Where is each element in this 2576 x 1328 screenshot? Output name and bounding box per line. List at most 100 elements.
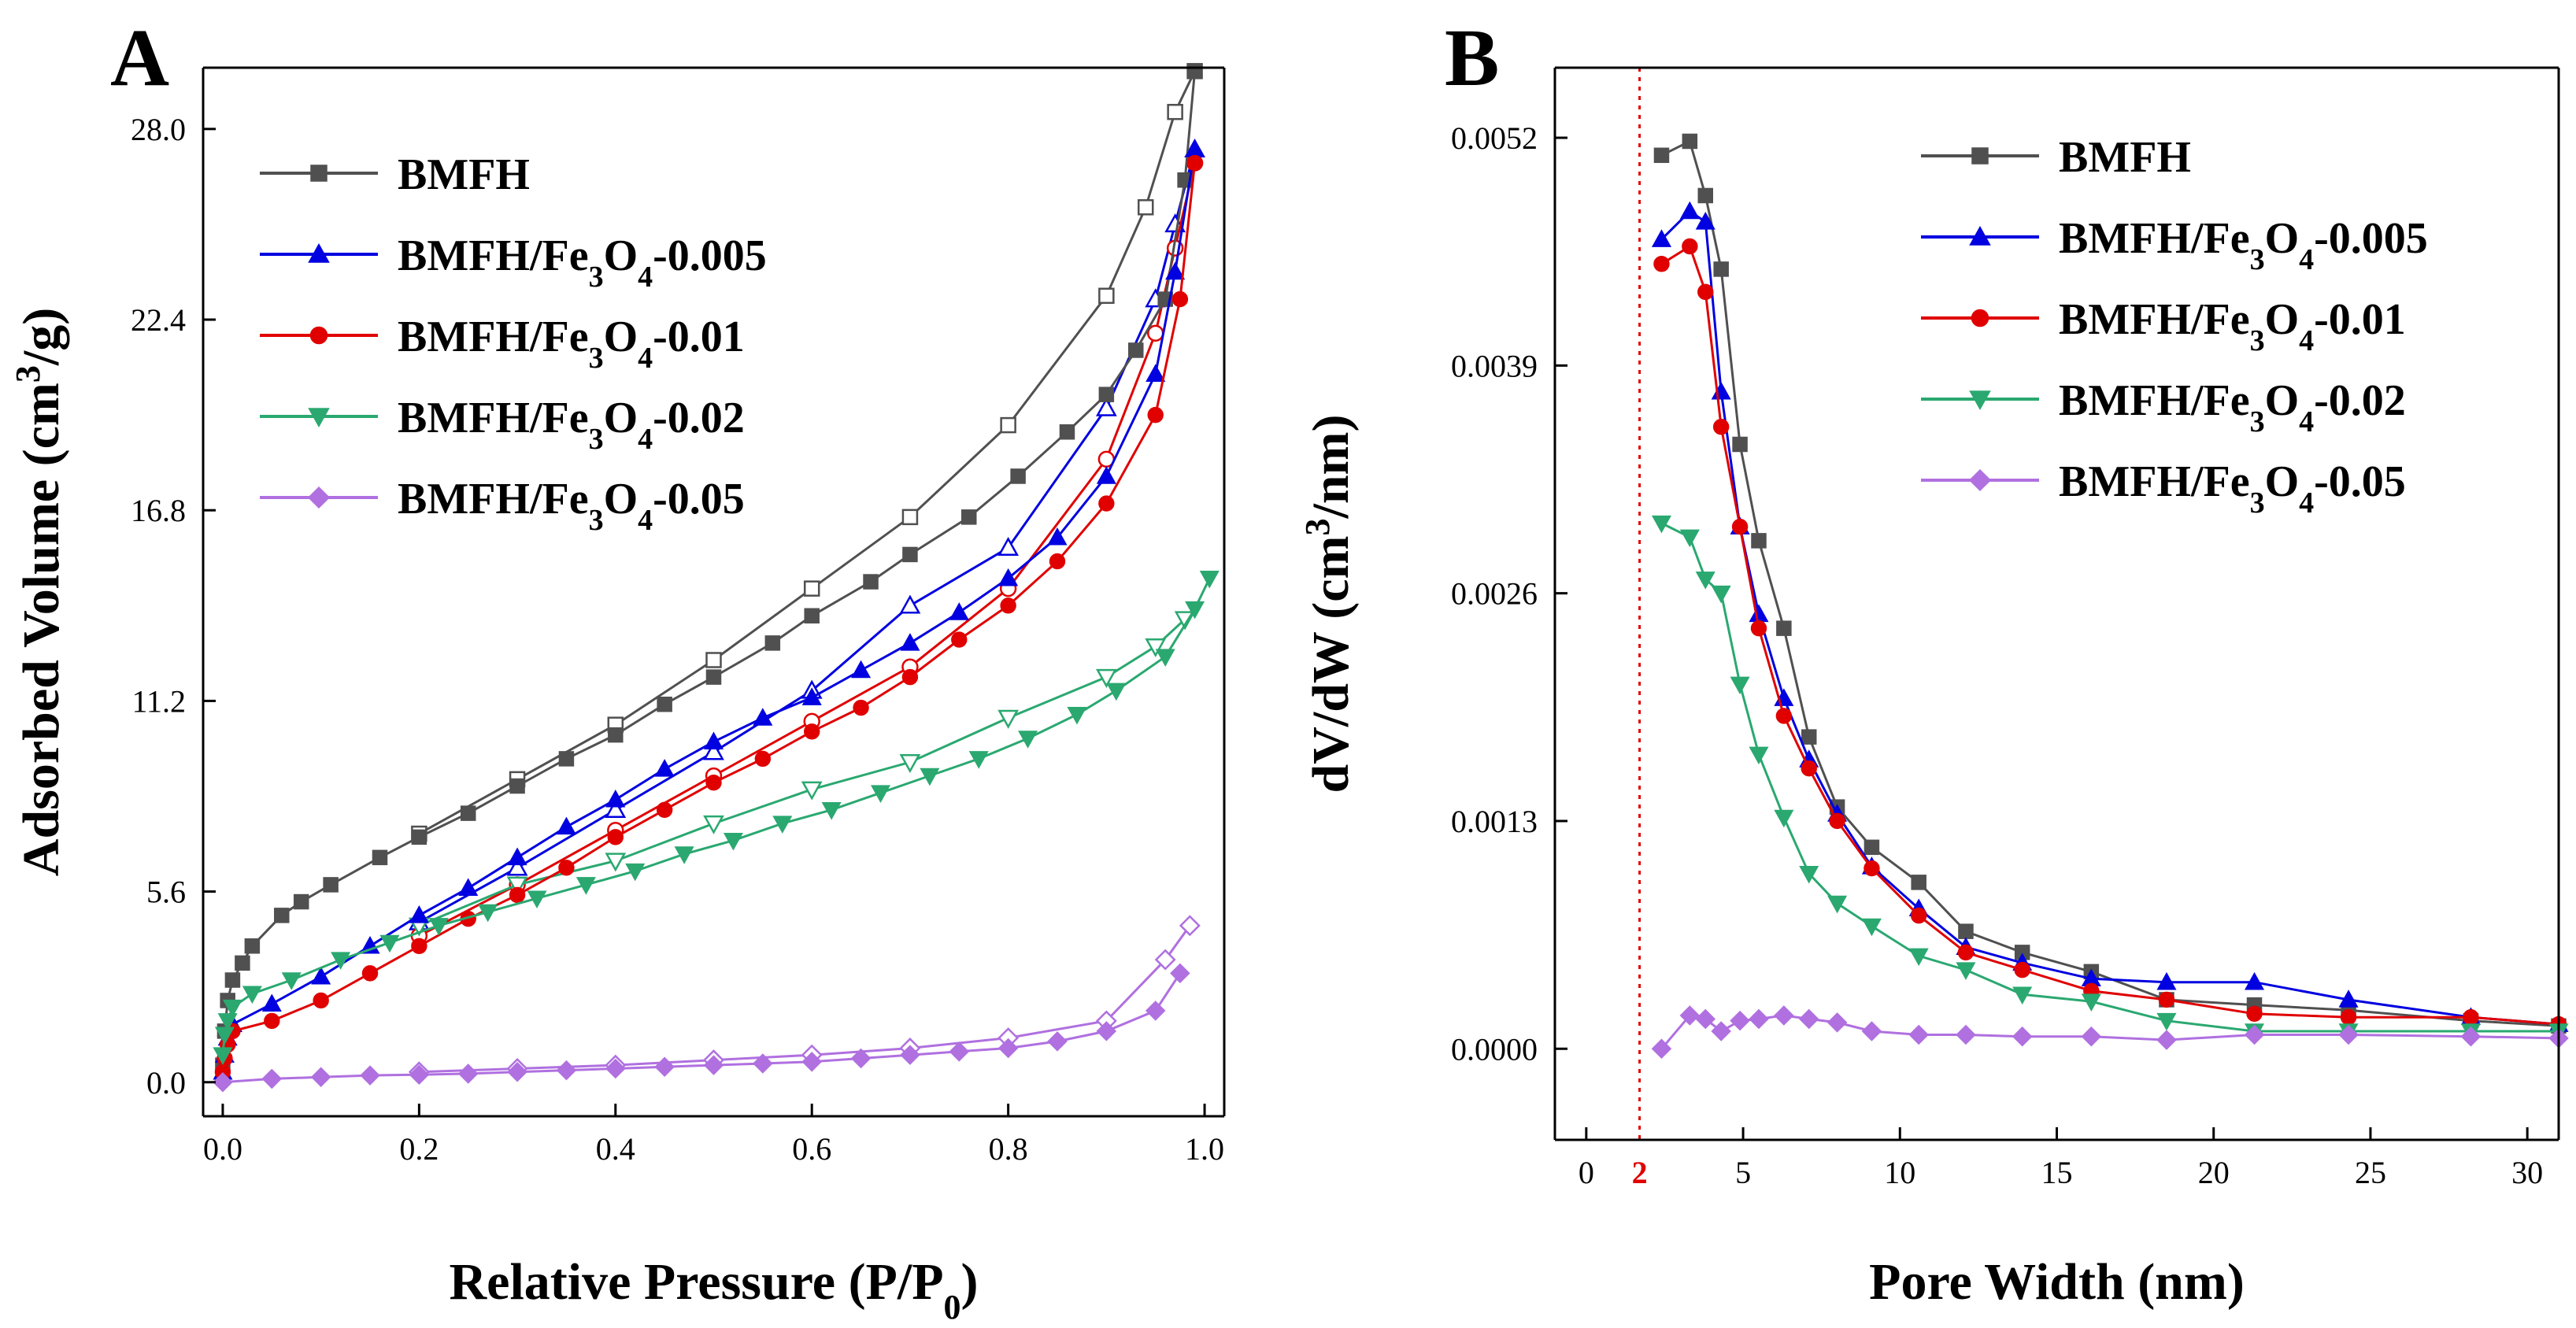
adsorption-point — [1165, 261, 1186, 280]
series-point — [1751, 533, 1767, 549]
adsorption-point — [411, 829, 427, 845]
adsorption-point — [804, 723, 820, 740]
series-point — [2463, 1009, 2479, 1026]
adsorption-point — [723, 832, 743, 851]
adsorption-point — [654, 759, 675, 777]
series-point — [2158, 991, 2175, 1008]
legend-label: BMFH/Fe3O4-0.02 — [398, 394, 745, 456]
series-point — [1712, 419, 1730, 435]
series-point — [1682, 133, 1698, 150]
legend-marker-circle — [309, 326, 328, 345]
series-point — [1908, 1024, 1929, 1045]
legend-marker-triangle-down — [308, 408, 330, 428]
adsorption-point — [458, 878, 479, 896]
desorption-point — [1145, 638, 1167, 658]
x-tick-label: 15 — [2041, 1155, 2073, 1190]
adsorption-point — [274, 908, 290, 923]
series-point — [1679, 201, 1700, 220]
adsorption-point — [754, 750, 772, 768]
legend-item-bmfh: BMFH — [260, 150, 530, 199]
adsorption-point — [863, 574, 879, 590]
x-tick-label: 0 — [1579, 1155, 1594, 1190]
legend-item-bmfh-fe3o4-0-005: BMFH/Fe3O4-0.005 — [260, 231, 767, 294]
adsorption-bmfh-fe3o4-0-01 — [214, 154, 1203, 1080]
y-axis-title: Adsorbed Volume (cm3/g) — [9, 308, 71, 876]
series-point — [1697, 187, 1713, 204]
desorption-point — [605, 853, 627, 872]
adsorption-point — [607, 829, 624, 845]
adsorption-point — [576, 877, 596, 895]
series-point — [1776, 620, 1792, 636]
y-axis-title: dV/dW (cm3/nm) — [1298, 415, 1360, 793]
x-tick-label: 10 — [1884, 1155, 1915, 1190]
series-point — [1829, 812, 1845, 830]
series-point — [1653, 256, 1670, 272]
adsorption-point — [851, 660, 872, 679]
desorption-point — [506, 876, 528, 896]
adsorption-point — [705, 774, 722, 791]
legend-item-bmfh-fe3o4-0-05: BMFH/Fe3O4-0.05 — [1921, 457, 2406, 520]
series-point — [1679, 529, 1700, 548]
legend: BMFH BMFH/Fe3O4-0.005 BMFH/Fe3O4-0.01 BMFH/… — [260, 150, 767, 537]
series-point — [1730, 1010, 1750, 1031]
adsorption-point — [1146, 364, 1166, 382]
series-point — [1774, 1005, 1794, 1026]
adsorption-point — [261, 1068, 283, 1089]
legend-label: BMFH — [398, 150, 530, 199]
adsorption-point — [1000, 597, 1016, 614]
adsorption-point — [1049, 553, 1066, 570]
adsorption-point — [804, 608, 820, 624]
adsorption-point — [1010, 468, 1026, 484]
adsorption-point — [478, 904, 498, 923]
x-tick-label: 0.6 — [792, 1131, 831, 1167]
adsorption-point — [313, 992, 329, 1009]
legend-label: BMFH — [2059, 133, 2191, 182]
series-point — [1956, 962, 1976, 980]
adsorption-point — [656, 801, 673, 818]
panel-a-chart: A 0.0 0.2 0.4 0.6 0.8 1.0 0.0 5.6 11.2 16.8 22.4 28.… — [9, 13, 1226, 1326]
adsorption-point — [853, 699, 869, 716]
legend-label: BMFH/Fe3O4-0.01 — [398, 313, 745, 375]
adsorption-point — [850, 1048, 872, 1069]
adsorption-point — [310, 1067, 331, 1088]
adsorption-point — [509, 778, 525, 794]
legend-marker-triangle-up — [308, 242, 330, 263]
adsorption-point — [605, 1058, 626, 1079]
adsorption-point — [1067, 706, 1087, 725]
adsorption-point — [703, 1055, 724, 1075]
series-point — [1713, 261, 1729, 277]
series-point — [1827, 1012, 1848, 1033]
legend-label: BMFH/Fe3O4-0.05 — [2059, 457, 2406, 520]
y-tick-label: 0.0039 — [1451, 348, 1538, 383]
series-point — [1695, 212, 1715, 230]
legend-item-bmfh-fe3o4-0-01: BMFH/Fe3O4-0.01 — [1921, 295, 2406, 357]
desorption-point — [901, 509, 919, 526]
panel-b-chart: B 0 5 10 15 20 25 30 0.0000 0.0013 0.0026 0.0039 0.0… — [1298, 13, 2569, 1311]
series-point — [1749, 1008, 1769, 1030]
adsorption-point — [764, 635, 781, 651]
adsorption-point — [1059, 424, 1075, 440]
x-axis-title: Pore Width (nm) — [1869, 1253, 2245, 1311]
series-point — [2340, 1009, 2357, 1026]
series-point — [1749, 746, 1769, 765]
adsorption-point — [870, 785, 891, 803]
legend-marker-square — [310, 165, 328, 182]
adsorption-point — [968, 751, 989, 769]
adsorption-point — [556, 1060, 577, 1081]
adsorption-point — [1098, 495, 1115, 512]
adsorption-point — [556, 816, 576, 835]
adsorption-point — [1096, 1021, 1117, 1041]
y-tick-label: 16.8 — [131, 493, 186, 528]
adsorption-point — [1170, 963, 1190, 984]
x-tick-label: 20 — [2198, 1155, 2230, 1190]
adsorption-point — [949, 602, 969, 620]
legend-label: BMFH/Fe3O4-0.005 — [398, 231, 767, 294]
series-point — [1801, 729, 1817, 745]
series-point — [1775, 708, 1793, 724]
adsorption-point — [527, 890, 547, 909]
series-point — [1864, 860, 1880, 877]
x-tick-label: 1.0 — [1185, 1131, 1224, 1167]
legend-item-bmfh: BMFH — [1921, 133, 2191, 182]
adsorption-point — [772, 816, 793, 834]
